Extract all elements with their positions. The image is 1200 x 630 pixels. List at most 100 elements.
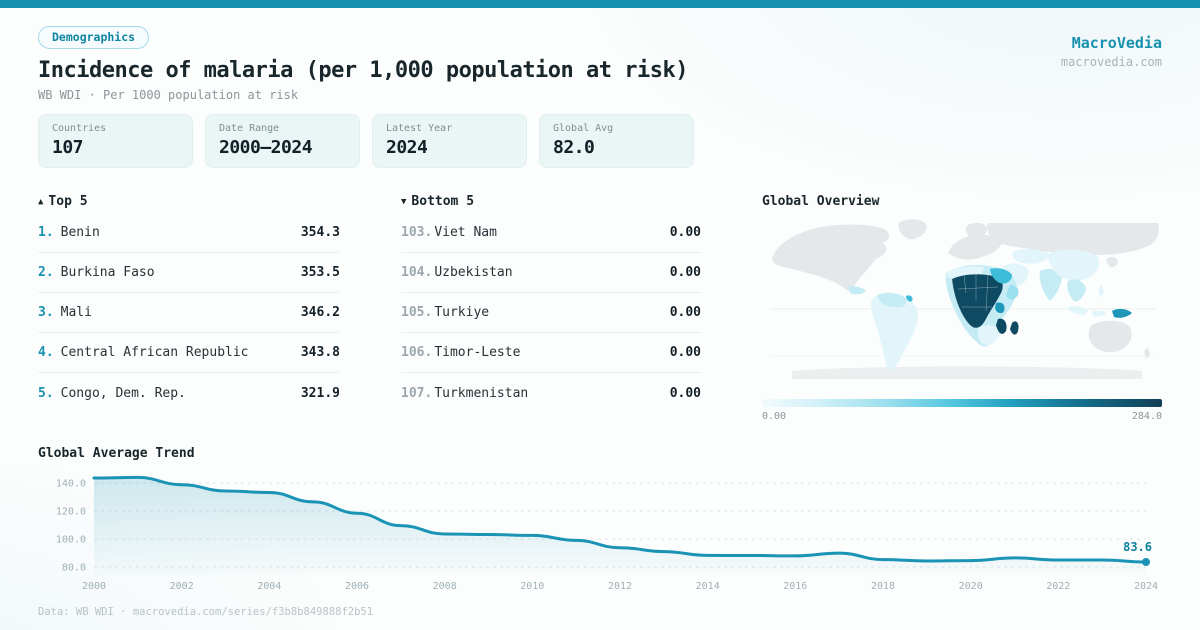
table-row: 103. Viet Nam 0.00 bbox=[401, 213, 701, 253]
row-rank: 105. bbox=[401, 305, 433, 320]
table-row: 104. Uzbekistan 0.00 bbox=[401, 253, 701, 293]
map-russia-north-asia bbox=[987, 223, 1159, 255]
bottom5-title: ▼ Bottom 5 bbox=[401, 194, 475, 209]
row-rank: 106. bbox=[401, 345, 433, 360]
colorbar-max-label: 284.0 bbox=[1131, 411, 1162, 422]
map-east-africa bbox=[995, 302, 1005, 314]
row-value: 0.00 bbox=[669, 305, 701, 320]
brand-domain: macrovedia.com bbox=[1060, 55, 1162, 69]
row-value: 353.5 bbox=[300, 265, 340, 280]
top5-list: ▲ Top 5 1. Benin 354.3 2. Burkina Faso 35… bbox=[38, 194, 340, 422]
triangle-up-icon: ▲ bbox=[38, 197, 44, 207]
trend-chart: 80.0 100.0 120.0 140.0 2000 2002 2004 2006 2008 2… bbox=[56, 475, 1158, 592]
map-mozambique bbox=[996, 318, 1007, 334]
x-tick-label: 2006 bbox=[345, 581, 369, 592]
page-subtitle: WB WDI · Per 1000 population at risk bbox=[38, 88, 299, 102]
map-panel: Global Overview bbox=[762, 194, 1162, 422]
x-tick-label: 2022 bbox=[1046, 581, 1070, 592]
stat-card-date-range: Date Range 2000—2024 bbox=[205, 114, 360, 168]
map-title: Global Overview bbox=[762, 194, 880, 209]
header: Demographics Incidence of malaria (per 1… bbox=[38, 26, 1162, 102]
table-row: 105. Turkiye 0.00 bbox=[401, 293, 701, 333]
row-value: 0.00 bbox=[669, 225, 701, 240]
map-antarctica bbox=[792, 366, 1142, 379]
map-central-america bbox=[848, 286, 866, 295]
y-tick-label: 100.0 bbox=[56, 535, 86, 546]
row-value: 0.00 bbox=[669, 385, 701, 401]
row-value: 321.9 bbox=[300, 385, 340, 401]
table-row: 3. Mali 346.2 bbox=[38, 293, 340, 333]
bottom5-list: ▼ Bottom 5 103. Viet Nam 0.00 104. Uzbeki… bbox=[401, 194, 701, 422]
row-rank: 1. bbox=[38, 225, 54, 240]
map-horn-of-africa bbox=[1006, 285, 1019, 300]
row-country: Central African Republic bbox=[60, 345, 249, 360]
map-egypt-libya bbox=[990, 268, 1012, 284]
row-rank: 3. bbox=[38, 305, 54, 320]
triangle-down-icon: ▼ bbox=[401, 197, 407, 207]
stat-label: Latest Year bbox=[386, 123, 453, 134]
x-tick-label: 2020 bbox=[959, 581, 983, 592]
stat-cards: Countries 107 Date Range 2000—2024 Lates… bbox=[38, 114, 1162, 168]
stat-card-countries: Countries 107 bbox=[38, 114, 193, 168]
map-south-america bbox=[870, 292, 918, 371]
x-tick-label: 2010 bbox=[520, 581, 544, 592]
x-tick-label: 2004 bbox=[257, 581, 281, 592]
map-southern-africa bbox=[977, 325, 1000, 346]
x-tick-label: 2002 bbox=[170, 581, 194, 592]
row-country: Benin bbox=[60, 225, 100, 240]
y-tick-label: 140.0 bbox=[56, 479, 86, 490]
map-indonesia bbox=[1068, 306, 1106, 317]
map-greenland bbox=[898, 219, 927, 240]
map-scandinavia bbox=[965, 222, 988, 239]
table-row: 2. Burkina Faso 353.5 bbox=[38, 253, 340, 293]
top-accent-bar bbox=[0, 0, 1200, 8]
map-guyana bbox=[906, 295, 913, 302]
row-country: Viet Nam bbox=[434, 225, 497, 240]
map-southeast-asia bbox=[1067, 279, 1086, 302]
map-central-asia bbox=[1012, 248, 1050, 264]
x-tick-label: 2024 bbox=[1134, 581, 1158, 592]
map-papua-new-guinea bbox=[1112, 308, 1132, 318]
trend-line bbox=[92, 475, 1148, 564]
page-title: Incidence of malaria (per 1,000 populati… bbox=[38, 58, 689, 83]
row-rank: 104. bbox=[401, 265, 433, 280]
trend-end-dot bbox=[1142, 558, 1150, 566]
stat-value: 2000—2024 bbox=[219, 137, 313, 158]
stat-value: 2024 bbox=[386, 137, 428, 158]
table-row: 5. Congo, Dem. Rep. 321.9 bbox=[38, 373, 340, 413]
y-tick-label: 120.0 bbox=[56, 507, 86, 518]
x-tick-label: 2012 bbox=[608, 581, 632, 592]
map-colorbar bbox=[762, 399, 1162, 407]
map-australia bbox=[1088, 320, 1132, 353]
x-tick-label: 2008 bbox=[433, 581, 457, 592]
map-madagascar bbox=[1010, 321, 1019, 335]
row-country: Mali bbox=[60, 305, 92, 320]
trend-area bbox=[94, 477, 1146, 575]
table-row: 106. Timor-Leste 0.00 bbox=[401, 333, 701, 373]
row-rank: 4. bbox=[38, 345, 54, 360]
stat-label: Countries bbox=[52, 123, 107, 134]
stat-label: Global Avg bbox=[553, 123, 614, 134]
brand-block: MacroVedia macrovedia.com bbox=[1061, 34, 1162, 69]
x-tick-label: 2014 bbox=[696, 581, 720, 592]
row-country: Uzbekistan bbox=[434, 265, 513, 280]
table-row: 1. Benin 354.3 bbox=[38, 213, 340, 253]
row-value: 343.8 bbox=[300, 345, 340, 360]
row-value: 346.2 bbox=[300, 305, 340, 320]
stat-value: 107 bbox=[52, 137, 84, 158]
row-country: Turkmenistan bbox=[434, 385, 529, 401]
trend-end-label: 83.6 bbox=[1123, 540, 1152, 554]
y-tick-label: 80.0 bbox=[62, 563, 86, 574]
row-country: Turkiye bbox=[434, 305, 490, 320]
table-row: 107. Turkmenistan 0.00 bbox=[401, 373, 701, 413]
x-tick-label: 2016 bbox=[783, 581, 807, 592]
x-tick-label: 2000 bbox=[82, 581, 106, 592]
stat-value: 82.0 bbox=[553, 137, 595, 158]
map-venezuela-colombia bbox=[877, 292, 907, 308]
brand-logo: MacroVedia bbox=[1071, 34, 1162, 52]
stat-card-global-avg: Global Avg 82.0 bbox=[539, 114, 694, 168]
row-country: Burkina Faso bbox=[60, 265, 155, 280]
map-japan-korea bbox=[1106, 256, 1118, 268]
row-value: 0.00 bbox=[669, 345, 701, 360]
map-india bbox=[1039, 268, 1062, 301]
